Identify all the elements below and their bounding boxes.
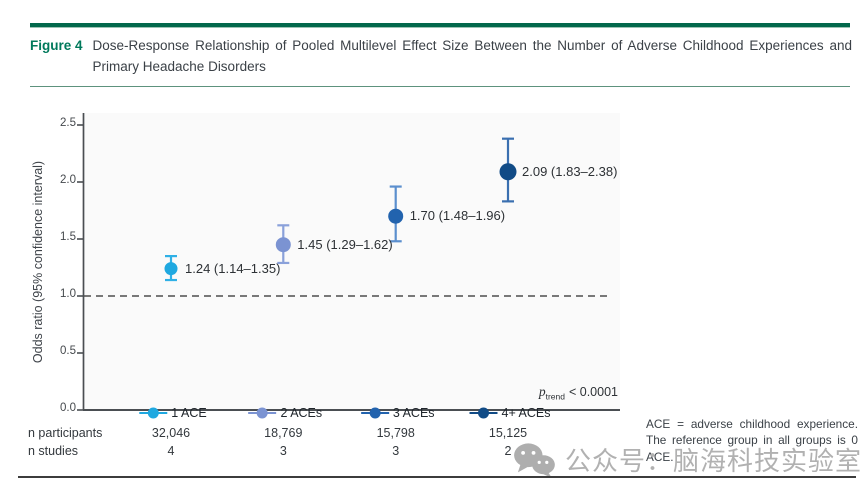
p-trend-annotation: ptrend < 0.0001 [430, 384, 618, 402]
figure-caption: Figure 4 Dose-Response Relationship of P… [30, 36, 852, 78]
top-rule [30, 23, 850, 27]
legend-item-2aces: 2 ACEs [248, 405, 322, 421]
legend-marker-icon [139, 406, 168, 420]
p-subscript: trend [545, 391, 565, 402]
y-axis-tick-label: 0.5 [60, 345, 76, 357]
studies-value: 4 [167, 444, 175, 458]
participants-row-label: n participants [28, 426, 103, 440]
plot-area [83, 113, 620, 410]
studies-value: 3 [279, 444, 287, 458]
watermark: 公众号：脑海科技实验室 [512, 441, 862, 478]
p-symbol: p [538, 384, 546, 399]
y-axis-tick-label: 1.0 [60, 288, 76, 300]
data-point-label: 1.70 (1.48–1.96) [409, 208, 506, 224]
studies-row-label: n studies [28, 444, 79, 458]
participants-value: 15,125 [488, 426, 528, 440]
footnote: ACE = adverse childhood experience. The … [646, 417, 858, 464]
legend-label: 3 ACEs [392, 406, 435, 420]
wechat-icon [514, 442, 555, 478]
y-axis-tick-label: 1.5 [60, 231, 76, 243]
y-axis-ticks [77, 124, 83, 411]
data-point-dot [388, 208, 404, 224]
participants-value: 18,769 [264, 426, 303, 440]
p-value: < 0.0001 [568, 385, 618, 399]
y-axis-tick-label: 0.0 [60, 402, 76, 414]
y-axis-tick-label: 2.5 [60, 117, 76, 129]
caption-divider [30, 86, 850, 87]
studies-value: 3 [392, 444, 400, 458]
legend-marker-icon [248, 406, 277, 420]
error-bar-group-2aces [275, 224, 291, 265]
legend-label: 4+ ACEs [501, 406, 551, 420]
figure-label: Figure 4 [30, 38, 83, 53]
y-axis-tick-label: 2.0 [60, 174, 76, 186]
participants-value: 32,046 [151, 426, 191, 440]
error-bar-group-3aces [388, 185, 404, 243]
legend-marker-icon [360, 406, 389, 420]
watermark-text: 公众号：脑海科技实验室 [565, 446, 863, 476]
studies-value: 2 [504, 444, 512, 458]
participants-value: 15,798 [376, 426, 415, 440]
data-point-dot [164, 262, 178, 276]
legend-label: 1 ACE [171, 406, 207, 420]
figure-title: Dose-Response Relationship of Pooled Mul… [92, 38, 852, 74]
data-point-label: 2.09 (1.83–2.38) [522, 163, 618, 179]
data-point-dot [499, 163, 517, 181]
legend-item-4plus-aces: 4+ ACEs [469, 405, 551, 421]
error-bar-group-1ace [164, 255, 178, 282]
legend-label: 2 ACEs [280, 406, 323, 420]
error-bar-group-4plus-aces [499, 137, 517, 203]
data-point-label: 1.24 (1.14–1.35) [185, 260, 281, 276]
data-point-label: 1.45 (1.29–1.62) [297, 236, 393, 252]
legend-item-1ace: 1 ACE [139, 405, 207, 421]
data-point-dot [275, 237, 291, 253]
bottom-rule [18, 476, 856, 478]
legend-item-3aces: 3 ACEs [360, 405, 435, 421]
legend-marker-icon [469, 406, 498, 420]
